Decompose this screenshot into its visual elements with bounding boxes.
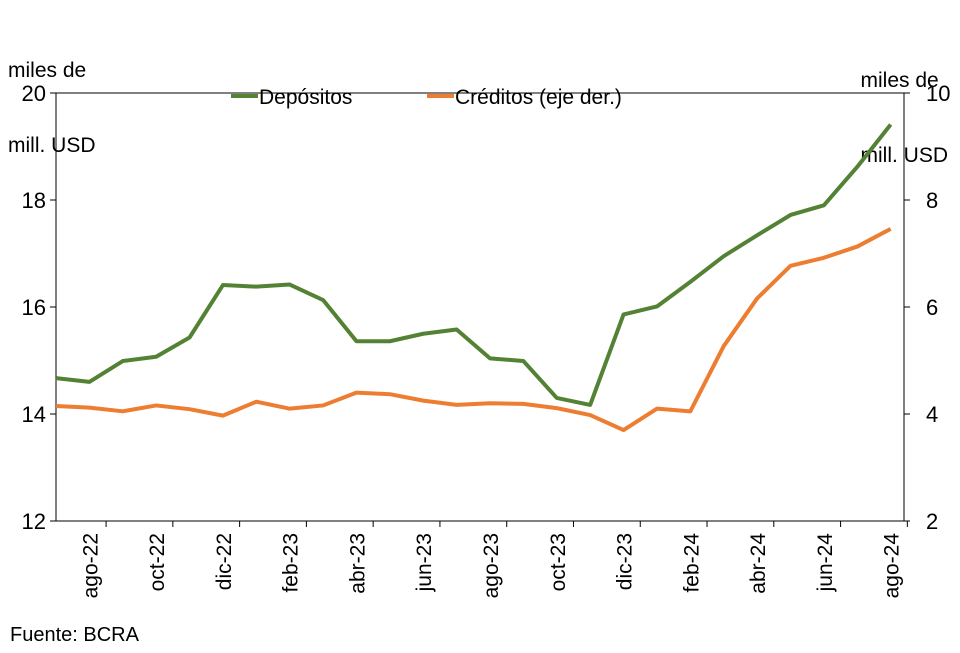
series-line-creditos bbox=[55, 227, 892, 433]
right-axis-unit-line-1: miles de bbox=[860, 69, 939, 92]
x-tick-label: jun-24 bbox=[814, 533, 837, 593]
left-y-tick-label: 20 bbox=[22, 81, 46, 106]
right-axis-unit-label: miles de mill. USD bbox=[861, 18, 949, 218]
right-y-tick-label: 10 bbox=[926, 81, 950, 106]
series-line-depositos bbox=[55, 123, 893, 407]
x-tick-label: ago-22 bbox=[79, 533, 102, 598]
right-y-tick-label: 6 bbox=[926, 295, 938, 320]
x-tick-label: oct-23 bbox=[547, 533, 570, 591]
plot-frame bbox=[55, 92, 905, 522]
right-axis-unit-line-2: mill. USD bbox=[860, 144, 949, 167]
left-y-tick-label: 16 bbox=[22, 295, 46, 320]
left-y-tick-label: 14 bbox=[22, 402, 46, 427]
legend-depositos-label: Depósitos bbox=[259, 86, 352, 109]
x-tick-label: abr-24 bbox=[747, 533, 770, 594]
right-y-tick-label: 8 bbox=[926, 188, 938, 213]
x-tick-label: abr-23 bbox=[346, 533, 369, 594]
left-y-tick-label: 18 bbox=[22, 188, 46, 213]
x-tick-label: feb-23 bbox=[280, 533, 303, 593]
x-tick-label: feb-24 bbox=[680, 533, 703, 593]
x-tick-label: ago-23 bbox=[480, 533, 503, 598]
right-y-tick-label: 2 bbox=[926, 509, 938, 534]
left-axis-unit-line-2: mill. USD bbox=[8, 134, 96, 157]
source-note: Fuente: BCRA bbox=[10, 624, 139, 646]
x-tick-label: dic-23 bbox=[614, 533, 637, 590]
right-y-tick-label: 4 bbox=[926, 402, 938, 427]
x-tick-label: ago-24 bbox=[881, 533, 904, 599]
x-tick-label: oct-22 bbox=[146, 533, 169, 591]
legend-creditos-label: Créditos (eje der.) bbox=[455, 86, 622, 109]
x-tick-label: dic-22 bbox=[213, 533, 236, 590]
x-tick-label: jun-23 bbox=[413, 533, 436, 592]
left-y-tick-label: 12 bbox=[22, 509, 46, 534]
left-axis-unit-line-1: miles de bbox=[8, 59, 87, 82]
left-axis-unit-label: miles de mill. USD bbox=[8, 8, 96, 208]
